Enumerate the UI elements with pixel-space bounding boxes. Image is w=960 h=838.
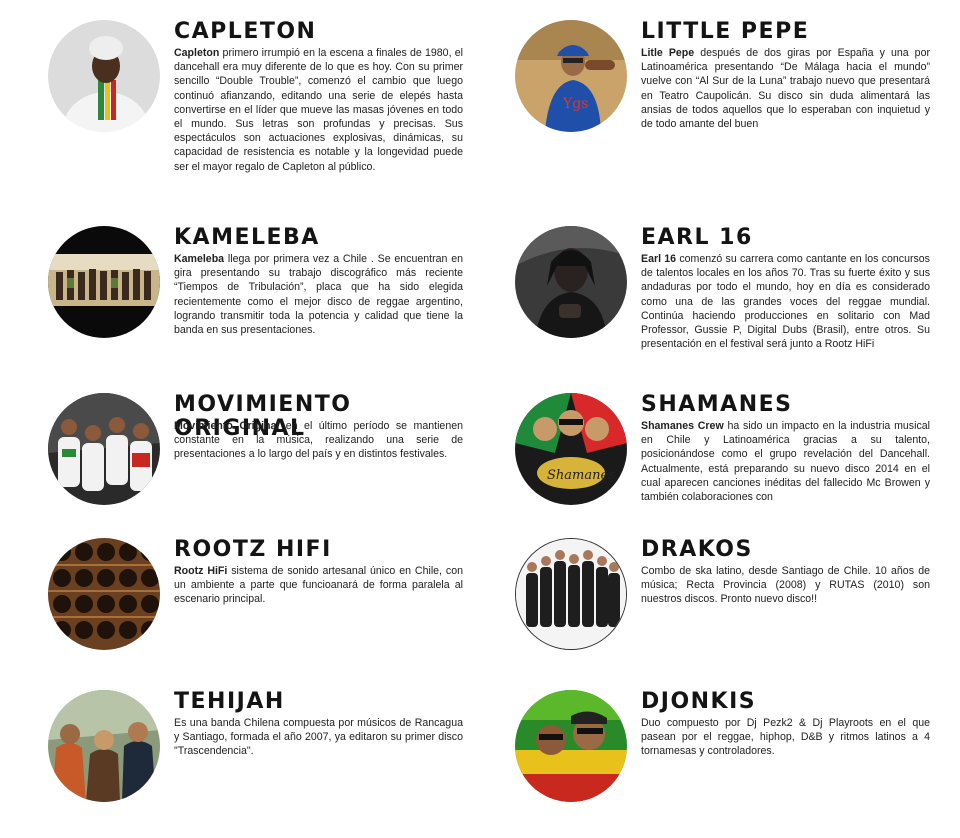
artist-description: Earl 16 comenzó su carrera como cantante… [641, 253, 930, 351]
artist-photo-djonkis [515, 690, 627, 802]
artist-card-earl-16: EARL 16 Earl 16 comenzó su carrera como … [515, 226, 955, 356]
artist-description: Movimiento Original en el último período… [174, 420, 463, 461]
artist-description: Kameleba llega por primera vez a Chile .… [174, 253, 463, 337]
artist-description: Capleton primero irrumpió en la escena a… [174, 47, 463, 173]
artist-name: MOVIMIENTO ORIGINAL [174, 392, 352, 441]
artist-photo-kameleba [48, 226, 160, 338]
artist-card-drakos: DRAKOS Combo de ska latino, desde Santia… [515, 538, 955, 668]
artist-description: Combo de ska latino, desde Santiago de C… [641, 565, 930, 606]
artist-name: CAPLETON [174, 19, 317, 44]
artist-card-little-pepe: Ygs LITTLE PEPE Litle Pepe después de do… [515, 20, 955, 150]
artist-name: TEHIJAH [174, 689, 285, 714]
artist-card-tehijah: TEHIJAH Es una banda Chilena compuesta p… [48, 690, 488, 820]
artist-name: EARL 16 [641, 225, 753, 250]
artist-card-movimiento-original: MOVIMIENTO ORIGINAL Movimiento Original … [48, 393, 488, 523]
artist-photo-movimiento-original [48, 393, 160, 505]
artist-name: DRAKOS [641, 537, 753, 562]
artist-card-rootz-hifi: ROOTZ HIFI Rootz HiFi sistema de sonido … [48, 538, 488, 668]
artist-description: Litle Pepe después de dos giras por Espa… [641, 47, 930, 131]
artist-description: Duo compuesto por Dj Pezk2 & Dj Playroot… [641, 717, 930, 758]
artist-name: SHAMANES [641, 392, 793, 417]
artist-photo-tehijah [48, 690, 160, 802]
artist-photo-earl-16 [515, 226, 627, 338]
artist-photo-capleton [48, 20, 160, 132]
artist-name: LITTLE PEPE [641, 19, 810, 44]
svg-text:Ygs: Ygs [562, 96, 588, 112]
artist-description: Es una banda Chilena compuesta por músic… [174, 717, 463, 758]
svg-text:Shamanes: Shamanes [547, 468, 615, 483]
artist-photo-shamanes: Shamanes [515, 393, 627, 505]
artist-card-shamanes: Shamanes SHAMANES Shamanes Crew ha sido … [515, 393, 955, 523]
artist-card-kameleba: KAMELEBA Kameleba llega por primera vez … [48, 226, 488, 356]
artist-name: DJONKIS [641, 689, 757, 714]
artist-card-djonkis: DJONKIS Duo compuesto por Dj Pezk2 & Dj … [515, 690, 955, 820]
artist-description: Rootz HiFi sistema de sonido artesanal ú… [174, 565, 463, 606]
artist-name: KAMELEBA [174, 225, 320, 250]
artist-photo-little-pepe: Ygs [515, 20, 627, 132]
artist-name: ROOTZ HIFI [174, 537, 332, 562]
artist-description: Shamanes Crew ha sido un impacto en la i… [641, 420, 930, 504]
artist-photo-rootz-hifi [48, 538, 160, 650]
artist-card-capleton: CAPLETON Capleton primero irrumpió en la… [48, 19, 488, 173]
artist-photo-drakos [515, 538, 627, 650]
